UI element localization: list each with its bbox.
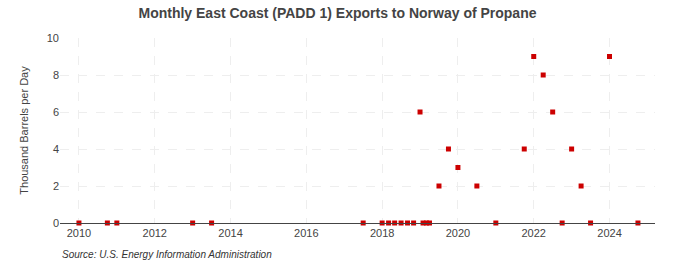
svg-text:2010: 2010 [67,227,91,239]
svg-text:2018: 2018 [370,227,394,239]
svg-text:Source: U.S. Energy Informatio: Source: U.S. Energy Information Administ… [62,249,272,260]
svg-text:0: 0 [53,217,59,229]
svg-text:2024: 2024 [597,227,621,239]
svg-text:10: 10 [47,32,59,44]
svg-text:8: 8 [53,69,59,81]
svg-text:2012: 2012 [143,227,167,239]
svg-text:Thousand Barrels per Day: Thousand Barrels per Day [18,66,30,195]
svg-text:4: 4 [53,143,59,155]
svg-text:2022: 2022 [521,227,545,239]
svg-text:2020: 2020 [446,227,470,239]
svg-text:Monthly East Coast (PADD 1) Ex: Monthly East Coast (PADD 1) Exports to N… [138,5,536,21]
svg-text:2: 2 [53,180,59,192]
svg-text:6: 6 [53,106,59,118]
svg-text:2016: 2016 [294,227,318,239]
svg-text:2014: 2014 [218,227,242,239]
